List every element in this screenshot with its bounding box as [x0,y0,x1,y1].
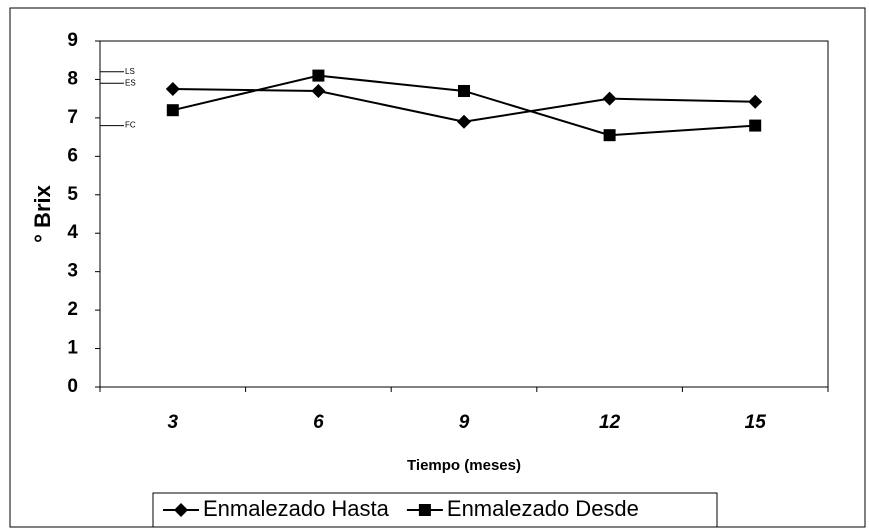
x-axis-label: Tiempo (meses) [407,457,521,474]
y-axis-label: ° Brix [30,184,55,242]
y-tick-label: 8 [67,68,78,89]
plot-area [99,40,829,388]
point [602,91,617,106]
x-tick-label: 9 [459,412,470,433]
annotation-label: ES [125,78,136,87]
y-tick-label: 7 [67,107,78,128]
legend-marker [174,503,188,517]
x-tick-label: 6 [313,412,324,433]
y-tick-label: 9 [67,30,78,51]
y-tick-label: 5 [67,184,78,205]
chart-frame [9,7,866,528]
x-tick-label: 12 [599,412,621,433]
y-tick-label: 6 [67,145,78,166]
point [603,129,616,142]
point [165,82,180,97]
point [457,114,471,129]
x-tick-label: 15 [745,412,767,433]
legend-marker [418,504,431,516]
y-tick-label: 0 [67,376,78,397]
y-tick-label: 1 [67,338,78,359]
point [312,69,325,82]
point [458,84,470,97]
y-tick-label: 3 [67,261,78,282]
legend-label: Enmalezado Hasta [203,496,390,521]
y-tick-label: 2 [67,299,78,320]
point [748,94,763,109]
x-tick-label: 3 [168,412,179,433]
point [749,119,762,132]
legend-label: Enmalezado Desde [447,496,639,521]
annotation-label: LS [125,67,135,76]
y-tick-label: 4 [67,222,78,243]
annotation-label: FC [125,121,136,130]
point [166,104,179,117]
point [311,83,326,98]
